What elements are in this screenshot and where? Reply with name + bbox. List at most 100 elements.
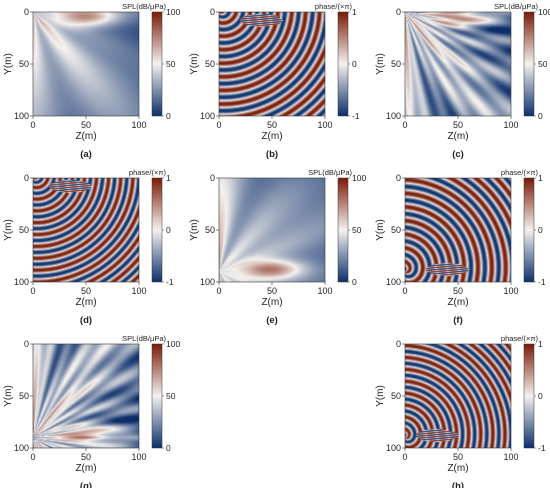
y-tick-label: 0 — [24, 339, 29, 349]
y-tick-label: 50 — [19, 391, 29, 401]
x-tick-label: 0 — [402, 286, 407, 296]
x-tick-label: 50 — [81, 452, 91, 462]
colorbar-tick-label: 1 — [538, 173, 543, 183]
x-tick-label: 0 — [216, 120, 221, 130]
colorbar-tick-label: 0 — [166, 443, 171, 453]
x-tick-label: 50 — [453, 286, 463, 296]
x-axis-label: Z(m) — [75, 463, 96, 474]
y-tick-label: 50 — [19, 59, 29, 69]
colorbar-title: SPL(dB/μPa) — [122, 334, 166, 343]
x-tick-label: 100 — [131, 452, 146, 462]
colorbar-d — [151, 177, 163, 283]
x-tick-label: 100 — [131, 120, 146, 130]
x-tick-label: 50 — [453, 120, 463, 130]
x-tick-label: 100 — [503, 286, 518, 296]
x-tick-label: 0 — [402, 452, 407, 462]
heatmap-d — [33, 178, 139, 282]
y-tick-label: 50 — [205, 225, 215, 235]
y-axis-label: Y(m) — [3, 385, 14, 407]
y-tick-label: 100 — [14, 443, 29, 453]
panel-caption: (d) — [80, 315, 92, 326]
x-axis-label: Z(m) — [261, 131, 282, 142]
x-tick-label: 50 — [81, 120, 91, 130]
colorbar-h — [523, 343, 535, 449]
x-tick-label: 0 — [30, 452, 35, 462]
colorbar-tick-label: 1 — [352, 7, 357, 17]
x-axis-label: Z(m) — [75, 131, 96, 142]
colorbar-a — [151, 11, 163, 117]
colorbar-tick-label: 0 — [538, 225, 543, 235]
y-tick-label: 0 — [210, 7, 215, 17]
y-tick-label: 100 — [14, 111, 29, 121]
x-axis-label: Z(m) — [447, 463, 468, 474]
colorbar-tick-label: -1 — [538, 277, 546, 287]
colorbar-tick-label: 50 — [166, 59, 176, 69]
heatmap-b — [219, 12, 325, 116]
heatmap-h — [405, 344, 511, 448]
panel-caption: (c) — [452, 149, 464, 160]
x-tick-label: 100 — [503, 120, 518, 130]
colorbar-tick-label: -1 — [166, 277, 174, 287]
colorbar-tick-label: 0 — [538, 111, 543, 121]
y-axis-label: Y(m) — [375, 385, 386, 407]
colorbar-tick-label: 0 — [166, 225, 171, 235]
y-axis-label: Y(m) — [375, 53, 386, 75]
x-tick-label: 100 — [503, 452, 518, 462]
x-axis-label: Z(m) — [447, 131, 468, 142]
panel-caption: (f) — [453, 315, 463, 326]
x-tick-label: 0 — [30, 120, 35, 130]
y-tick-label: 50 — [391, 225, 401, 235]
colorbar-tick-label: -1 — [352, 111, 360, 121]
y-axis-label: Y(m) — [189, 219, 200, 241]
y-tick-label: 100 — [14, 277, 29, 287]
y-tick-label: 50 — [391, 391, 401, 401]
x-tick-label: 50 — [267, 286, 277, 296]
x-axis-label: Z(m) — [261, 297, 282, 308]
x-tick-label: 0 — [216, 286, 221, 296]
x-tick-label: 100 — [131, 286, 146, 296]
y-tick-label: 100 — [200, 277, 215, 287]
y-axis-label: Y(m) — [3, 53, 14, 75]
colorbar-tick-label: 100 — [352, 173, 366, 183]
colorbar-tick-label: 100 — [166, 339, 180, 349]
panel-caption: (a) — [80, 149, 92, 160]
y-tick-label: 0 — [210, 173, 215, 183]
y-tick-label: 100 — [200, 111, 215, 121]
panel-caption: (g) — [80, 481, 92, 488]
x-tick-label: 0 — [30, 286, 35, 296]
y-tick-label: 0 — [396, 173, 401, 183]
x-tick-label: 0 — [402, 120, 407, 130]
y-tick-label: 50 — [19, 225, 29, 235]
y-axis-label: Y(m) — [3, 219, 14, 241]
heatmap-c — [405, 12, 511, 116]
y-tick-label: 100 — [386, 111, 401, 121]
y-tick-label: 100 — [386, 443, 401, 453]
colorbar-title: phase/(×π) — [501, 168, 539, 177]
y-tick-label: 0 — [396, 339, 401, 349]
colorbar-title: phase/(×π) — [501, 334, 539, 343]
colorbar-title: phase/(×π) — [315, 2, 353, 11]
colorbar-c — [523, 11, 535, 117]
colorbar-title: SPL(dB/μPa) — [308, 168, 352, 177]
colorbar-tick-label: 1 — [166, 173, 171, 183]
colorbar-f — [523, 177, 535, 283]
colorbar-title: SPL(dB/μPa) — [122, 2, 166, 11]
panel-caption: (h) — [452, 481, 464, 488]
colorbar-tick-label: 50 — [538, 59, 548, 69]
colorbar-tick-label: 50 — [352, 225, 362, 235]
x-tick-label: 50 — [453, 452, 463, 462]
colorbar-tick-label: -1 — [538, 443, 546, 453]
y-tick-label: 0 — [24, 173, 29, 183]
heatmap-e — [219, 178, 325, 282]
colorbar-tick-label: 0 — [538, 391, 543, 401]
y-tick-label: 0 — [24, 7, 29, 17]
